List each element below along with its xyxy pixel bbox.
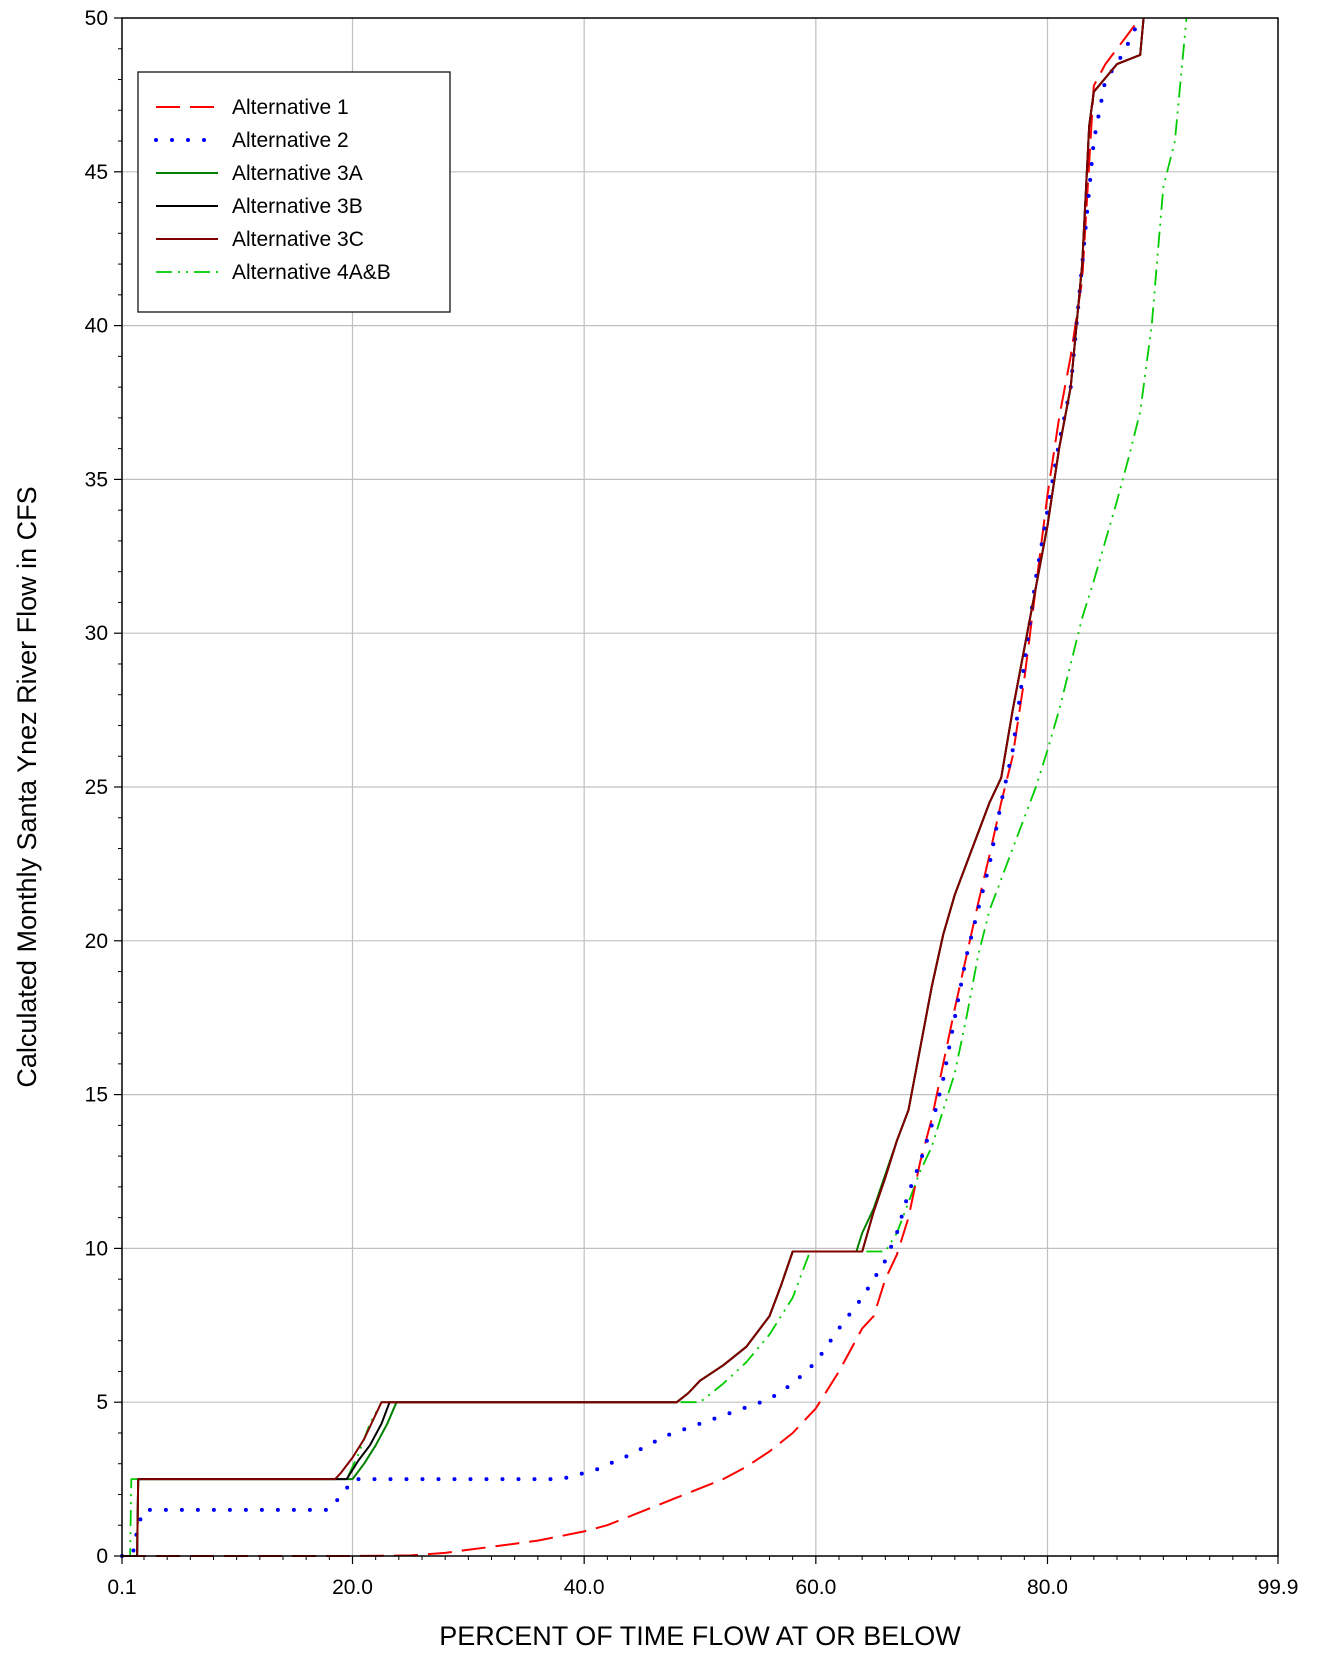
- series-line-1: [122, 17, 1141, 1557]
- series-line-5: [122, 17, 1145, 1557]
- y-tick-label: 45: [85, 161, 108, 184]
- x-tick-labels: 0.1 20.0 40.0 60.0 80.0 99.9: [107, 1576, 1298, 1599]
- legend-label: Alternative 2: [232, 129, 349, 152]
- y-tick-label: 15: [85, 1084, 108, 1107]
- x-tick-label: 40.0: [564, 1576, 605, 1599]
- x-axis-title: PERCENT OF TIME FLOW AT OR BELOW: [439, 1621, 961, 1651]
- legend-label: Alternative 3C: [232, 228, 364, 251]
- y-tick-label: 5: [96, 1391, 108, 1414]
- series-line-6: [122, 17, 1188, 1557]
- x-tick-label: 20.0: [332, 1576, 373, 1599]
- grid: [122, 18, 1278, 1556]
- y-tick-label: 35: [85, 468, 108, 491]
- legend-label: Alternative 4A&B: [232, 261, 391, 284]
- y-tick-labels: 0 5 10 15 20 25 30 35 40 45 50: [85, 7, 108, 1568]
- x-tick-label: 0.1: [107, 1576, 136, 1599]
- y-tick-label: 10: [85, 1237, 108, 1260]
- y-tick-label: 20: [85, 930, 108, 953]
- y-tick-label: 0: [96, 1545, 108, 1568]
- y-axis-title: Calculated Monthly Santa Ynez River Flow…: [12, 486, 42, 1087]
- y-tick-label: 40: [85, 315, 108, 338]
- series-lines: [120, 16, 1188, 1558]
- y-tick-label: 30: [85, 622, 108, 645]
- x-tick-label: 80.0: [1027, 1576, 1068, 1599]
- axis-ticks: [114, 17, 1279, 1564]
- legend-label: Alternative 3A: [232, 162, 363, 185]
- legend-label: Alternative 3B: [232, 195, 363, 218]
- y-tick-label: 50: [85, 7, 108, 30]
- legend-label: Alternative 1: [232, 96, 349, 119]
- y-tick-label: 25: [85, 776, 108, 799]
- legend-box: [137, 71, 451, 313]
- x-tick-label: 99.9: [1258, 1576, 1299, 1599]
- legend: Alternative 1 Alternative 2 Alternative 3A…: [137, 71, 451, 313]
- x-tick-label: 60.0: [795, 1576, 836, 1599]
